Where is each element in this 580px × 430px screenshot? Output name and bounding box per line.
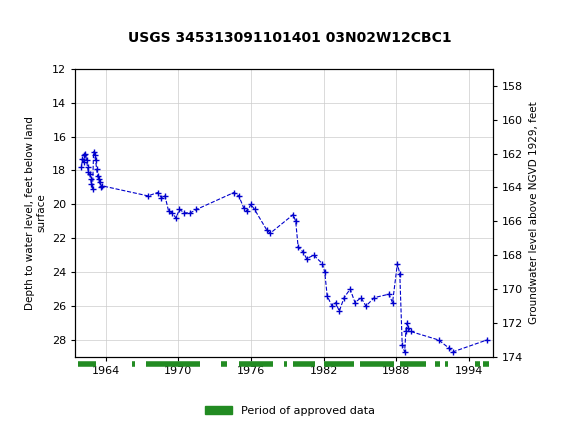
Text: ≡USGS: ≡USGS — [9, 9, 63, 27]
Legend: Period of approved data: Period of approved data — [200, 401, 380, 420]
Y-axis label: Depth to water level, feet below land
surface: Depth to water level, feet below land su… — [25, 116, 46, 310]
Text: USGS 345313091101401 03N02W12CBC1: USGS 345313091101401 03N02W12CBC1 — [128, 31, 452, 45]
Y-axis label: Groundwater level above NGVD 1929, feet: Groundwater level above NGVD 1929, feet — [529, 101, 539, 324]
